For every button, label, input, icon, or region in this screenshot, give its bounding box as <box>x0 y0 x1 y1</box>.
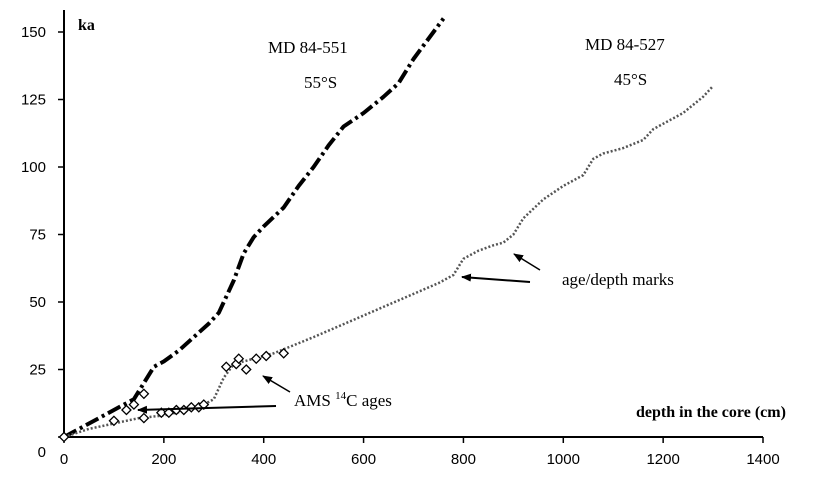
arrow-ams-2 <box>262 375 291 393</box>
series-label-md84-551-lat: 55°S <box>304 73 337 92</box>
ams-marker <box>128 399 140 411</box>
ams-marker <box>155 407 167 419</box>
ams-marker <box>250 353 262 365</box>
ams-marker <box>233 353 245 365</box>
ams-marker <box>185 401 197 413</box>
ams-marker <box>163 407 175 419</box>
y-tick-label: 75 <box>29 227 46 244</box>
y-axis-label: ka <box>78 17 95 34</box>
ams-marker <box>278 347 290 359</box>
y-tick-label: 50 <box>29 294 46 311</box>
series-label-md84-527-lat: 45°S <box>614 70 647 89</box>
ams-marker <box>58 431 70 443</box>
x-tick-label: 200 <box>151 451 176 468</box>
annotation-ams-ages: AMS 14C ages <box>294 390 392 410</box>
ams-marker <box>220 361 232 373</box>
x-tick-label: 600 <box>351 451 376 468</box>
ams-label-sup: 14 <box>335 390 347 402</box>
x-tick-label: 1200 <box>646 451 679 468</box>
arrow-age-depth-1 <box>461 273 531 283</box>
ams-marker <box>138 412 150 424</box>
ams-marker <box>260 350 272 362</box>
y-tick-label: 100 <box>21 159 46 176</box>
arrow-age-depth-2 <box>513 253 541 271</box>
y-tick-label: 150 <box>21 24 46 41</box>
ams-label-tail: C ages <box>346 391 392 410</box>
x-tick-label: 1400 <box>746 451 779 468</box>
x-tick-label: 400 <box>251 451 276 468</box>
ams-marker <box>138 388 150 400</box>
y-tick-label: 25 <box>29 362 46 379</box>
y-tick-label: 125 <box>21 92 46 109</box>
series-line-md84-551 <box>63 17 446 439</box>
ams-markers-layer <box>58 347 290 443</box>
x-axis-label: depth in the core (cm) <box>636 404 786 421</box>
x-tick-label: 1000 <box>547 451 580 468</box>
x-axis-ticks: 0 200 400 600 800 1000 1200 1400 <box>60 437 780 468</box>
x-tick-label: 800 <box>451 451 476 468</box>
series-line-md84-527 <box>63 85 715 439</box>
ams-label-prefix: AMS <box>294 391 335 410</box>
x-tick-label: 0 <box>60 451 68 468</box>
annotation-age-depth-marks: age/depth marks <box>562 270 674 289</box>
series-label-md84-527-name: MD 84-527 <box>585 35 665 54</box>
ams-marker <box>120 404 132 416</box>
series-label-md84-551-name: MD 84-551 <box>268 38 348 57</box>
ams-marker <box>240 364 252 375</box>
axes <box>63 10 763 438</box>
y-axis-ticks: 0 25 50 75 100 125 150 <box>21 24 64 461</box>
arrow-ams-1 <box>137 405 277 414</box>
ams-marker <box>198 399 210 411</box>
ams-marker <box>108 415 120 427</box>
y-tick-label: 0 <box>38 444 46 461</box>
